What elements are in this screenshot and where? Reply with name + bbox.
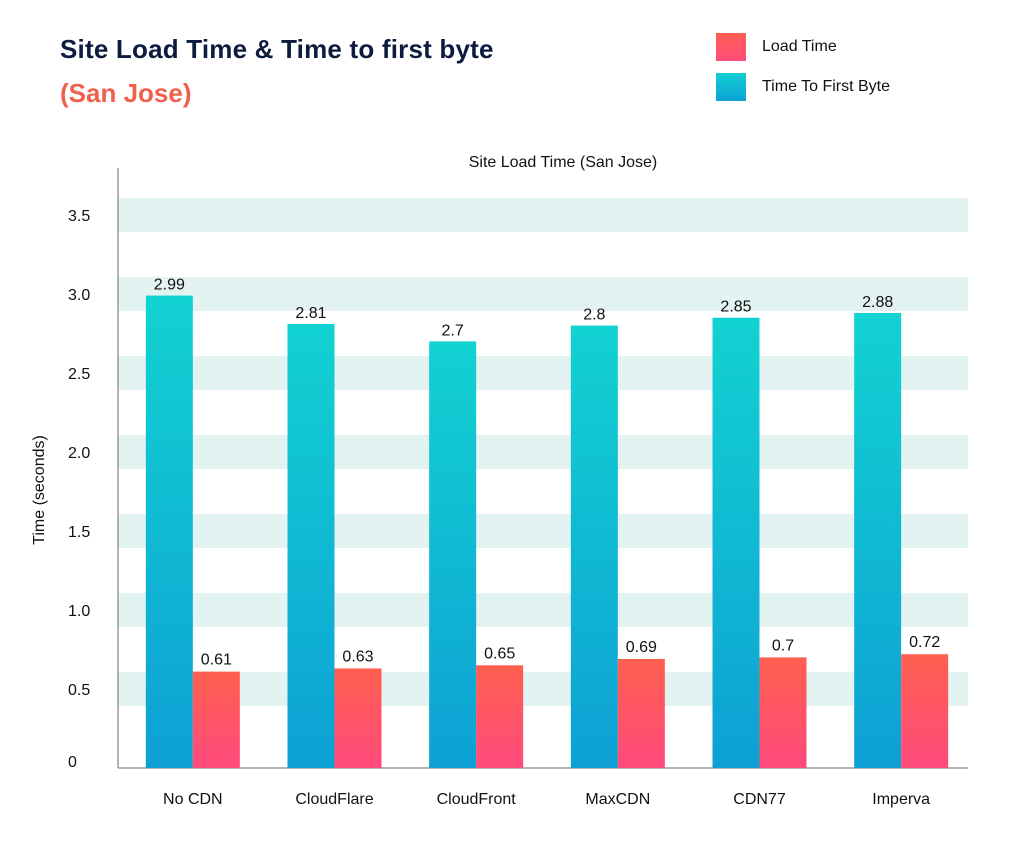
grid-band	[118, 672, 968, 706]
y-tick-label: 0.5	[68, 682, 90, 699]
grid-band	[118, 514, 968, 548]
bar-ttfb-maxcdn	[570, 325, 618, 768]
y-tick-label: 0	[68, 754, 77, 771]
bar-load-maxcdn	[617, 658, 665, 768]
data-label-ttfb: 2.88	[862, 294, 893, 311]
bar-ttfb-cloudfront	[429, 341, 477, 768]
bars	[145, 295, 949, 768]
grid-band	[118, 277, 968, 311]
axes	[117, 168, 968, 769]
data-label-ttfb: 2.99	[154, 277, 185, 294]
labels: 0 0.5 1.0 1.5 2.0 2.5 3.0 3.5 Time (seconds) Site…	[31, 154, 940, 808]
y-tick-label: 2.5	[68, 366, 90, 383]
page-title: Site Load Time & Time to first byte	[60, 34, 494, 64]
grid-bands	[118, 198, 968, 706]
legend: Load Time Time To First Byte	[716, 32, 890, 112]
data-label-ttfb: 2.8	[583, 307, 605, 324]
grid-band	[118, 356, 968, 390]
data-label-ttfb: 2.85	[720, 299, 751, 316]
data-label-load: 0.63	[342, 648, 373, 665]
page-subtitle: (San Jose)	[60, 78, 192, 108]
y-tick-label: 1.0	[68, 603, 90, 620]
bar-ttfb-no-cdn	[145, 295, 193, 768]
grid-band	[118, 198, 968, 232]
legend-label-ttfb: Time To First Byte	[762, 78, 891, 95]
legend-item-load-time: Load Time	[716, 32, 890, 62]
bar-load-cloudfront	[476, 665, 524, 768]
legend-swatch-ttfb	[716, 73, 746, 101]
legend-label-load-time: Load Time	[762, 38, 837, 55]
x-tick-label: Imperva	[872, 791, 930, 808]
bar-ttfb-cdn77	[712, 317, 760, 768]
data-label-load: 0.61	[201, 652, 232, 669]
y-axis-title: Time (seconds)	[31, 435, 48, 545]
x-tick-label: CloudFront	[437, 791, 517, 808]
bar-load-no-cdn	[192, 671, 240, 768]
x-tick-label: CDN77	[733, 791, 786, 808]
y-tick-label: 3.0	[68, 287, 90, 304]
bar-ttfb-cloudflare	[287, 324, 335, 768]
data-label-load: 0.69	[626, 639, 657, 656]
grid-band	[118, 593, 968, 627]
y-tick-label: 1.5	[68, 524, 90, 541]
grid-band	[118, 435, 968, 469]
legend-item-ttfb: Time To First Byte	[716, 72, 890, 102]
chart-title: Site Load Time (San Jose)	[469, 154, 658, 171]
y-tick-label: 3.5	[68, 208, 90, 225]
bar-load-imperva	[901, 654, 949, 768]
data-label-ttfb: 2.7	[442, 322, 464, 339]
legend-swatch-load-time	[716, 33, 746, 61]
data-label-ttfb: 2.81	[295, 305, 326, 322]
y-tick-label: 2.0	[68, 445, 90, 462]
x-tick-label: CloudFlare	[295, 791, 373, 808]
bar-load-cdn77	[759, 657, 807, 768]
data-label-load: 0.65	[484, 645, 515, 662]
x-tick-label: No CDN	[163, 791, 223, 808]
x-tick-label: MaxCDN	[585, 791, 650, 808]
data-label-load: 0.72	[909, 634, 940, 651]
data-label-load: 0.7	[772, 637, 794, 654]
bar-load-cloudflare	[334, 668, 382, 768]
bar-ttfb-imperva	[854, 312, 902, 768]
